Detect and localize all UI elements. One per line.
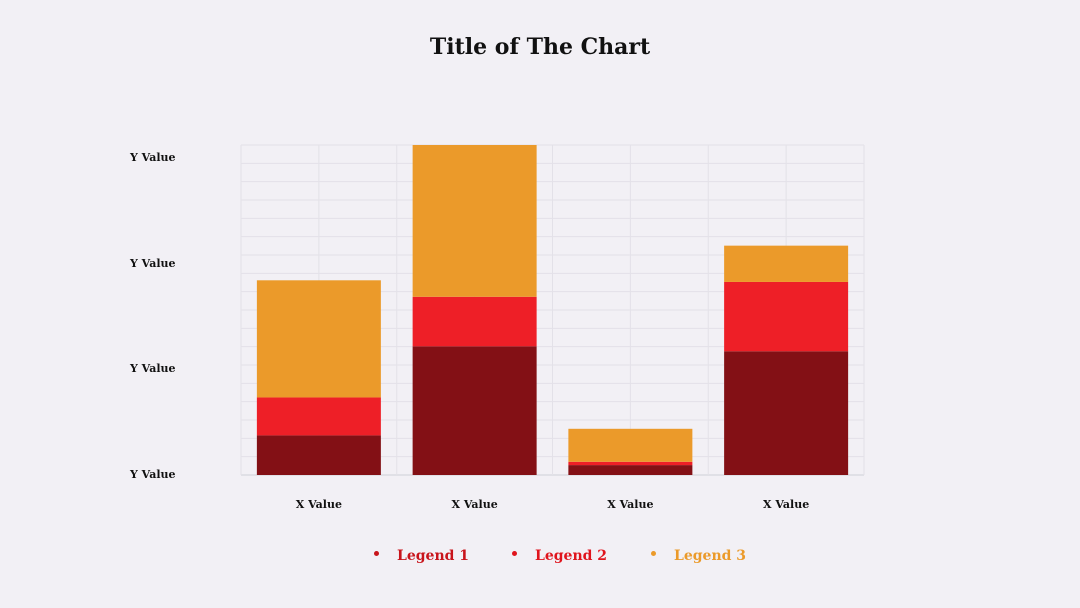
bar-segment-1-category-2	[412, 346, 537, 475]
bar-segment-3-category-2	[412, 145, 537, 297]
legend-item-1: Legend 1	[374, 548, 469, 564]
x-tick-label: X Value	[296, 498, 342, 511]
bar-segment-2-category-4	[724, 281, 849, 352]
legend-label: Legend 1	[397, 548, 470, 564]
legend-item-2: Legend 2	[512, 548, 607, 564]
legend-marker-icon	[512, 550, 517, 556]
bar-segment-3-category-4	[724, 245, 849, 282]
y-tick-label: Y Value	[129, 362, 176, 375]
legend-marker-icon	[651, 550, 656, 556]
bar-segment-2-category-3	[568, 461, 693, 466]
bar-segment-3-category-3	[568, 428, 693, 462]
y-tick-label: Y Value	[129, 151, 176, 164]
y-tick-label: Y Value	[129, 257, 176, 270]
x-tick-label: X Value	[763, 498, 809, 511]
chart-title: Title of The Chart	[429, 34, 651, 60]
bar-segment-2-category-2	[412, 296, 537, 347]
legend-label: Legend 2	[535, 548, 608, 564]
x-tick-label: X Value	[607, 498, 653, 511]
bar-segment-3-category-1	[256, 280, 381, 398]
x-axis-ticks: X Value X Value X Value X Value	[296, 498, 809, 511]
bar-segment-1-category-1	[256, 435, 381, 475]
bar-segment-1-category-3	[568, 465, 693, 475]
chart-legend: Legend 1 Legend 2 Legend 3	[0, 548, 1080, 572]
chart-bars	[256, 145, 849, 475]
legend-marker-icon	[374, 550, 379, 556]
legend-item-3: Legend 3	[651, 548, 746, 564]
y-axis-ticks: Y Value Y Value Y Value Y Value	[129, 151, 176, 481]
bar-segment-1-category-4	[724, 351, 849, 475]
y-tick-label: Y Value	[129, 468, 176, 481]
legend-label: Legend 3	[674, 548, 747, 564]
bar-segment-2-category-1	[256, 397, 381, 436]
x-tick-label: X Value	[452, 498, 498, 511]
